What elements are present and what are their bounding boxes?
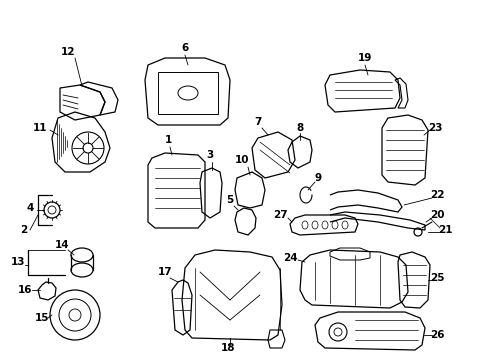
Text: 10: 10 — [234, 155, 249, 165]
Text: 22: 22 — [429, 190, 443, 200]
Text: 14: 14 — [55, 240, 69, 250]
Text: 2: 2 — [20, 225, 27, 235]
Text: 3: 3 — [206, 150, 213, 160]
Text: 13: 13 — [11, 257, 25, 267]
Text: 25: 25 — [429, 273, 443, 283]
Text: 20: 20 — [429, 210, 443, 220]
Text: 1: 1 — [164, 135, 171, 145]
Text: 8: 8 — [296, 123, 303, 133]
Text: 17: 17 — [157, 267, 172, 277]
Text: 18: 18 — [220, 343, 235, 353]
Text: 19: 19 — [357, 53, 371, 63]
Text: 27: 27 — [272, 210, 287, 220]
Text: 11: 11 — [33, 123, 47, 133]
Text: 21: 21 — [437, 225, 451, 235]
Text: 15: 15 — [35, 313, 49, 323]
Text: 12: 12 — [61, 47, 75, 57]
Text: 16: 16 — [18, 285, 32, 295]
Text: 24: 24 — [282, 253, 297, 263]
Text: 9: 9 — [314, 173, 321, 183]
Text: 26: 26 — [429, 330, 443, 340]
Text: 7: 7 — [254, 117, 261, 127]
Text: 6: 6 — [181, 43, 188, 53]
Text: 4: 4 — [26, 203, 34, 213]
Bar — [158, 72, 218, 114]
Text: 5: 5 — [226, 195, 233, 205]
Text: 23: 23 — [427, 123, 441, 133]
